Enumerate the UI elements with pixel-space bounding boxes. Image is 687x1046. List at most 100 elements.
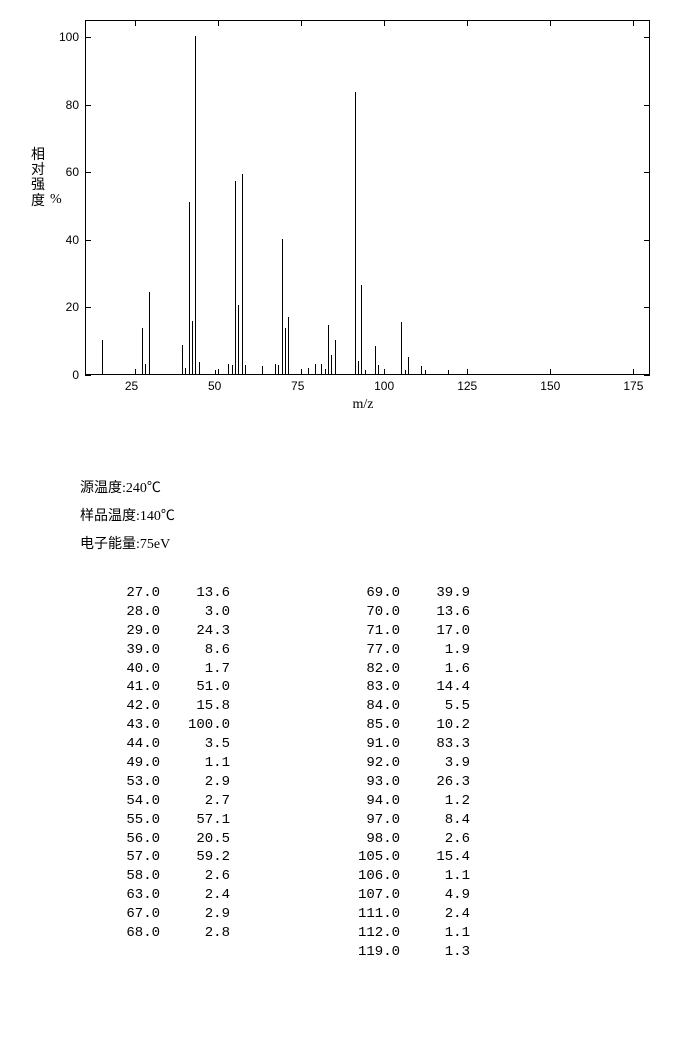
intensity-cell: 2.8 <box>160 924 230 943</box>
x-tick <box>218 20 219 26</box>
mz-cell: 40.0 <box>90 660 160 679</box>
spectrum-peak <box>358 361 359 374</box>
spectrum-peak <box>325 369 326 374</box>
table-row: 106.01.1 <box>330 867 470 886</box>
x-tick-label: 125 <box>457 379 477 393</box>
intensity-cell: 39.9 <box>400 584 470 603</box>
spectrum-peak <box>408 357 409 374</box>
intensity-cell: 1.1 <box>160 754 230 773</box>
mz-cell: 42.0 <box>90 697 160 716</box>
x-tick <box>633 20 634 26</box>
intensity-cell: 24.3 <box>160 622 230 641</box>
intensity-cell: 2.7 <box>160 792 230 811</box>
y-tick <box>644 375 650 376</box>
spectrum-peak <box>228 364 229 374</box>
intensity-cell: 2.6 <box>160 867 230 886</box>
table-row: 98.02.6 <box>330 830 470 849</box>
table-row: 39.08.6 <box>90 641 230 660</box>
table-row: 105.015.4 <box>330 848 470 867</box>
intensity-cell: 2.9 <box>160 773 230 792</box>
intensity-cell: 13.6 <box>400 603 470 622</box>
spectrum-peak <box>192 321 193 374</box>
spectrum-peak <box>232 365 233 374</box>
x-tick <box>384 369 385 375</box>
mass-spectrum-chart: 相对强度 % m/z 02040608010025507510012515017… <box>0 0 687 420</box>
x-tick <box>633 369 634 375</box>
y-tick <box>85 105 91 106</box>
table-row: 29.024.3 <box>90 622 230 641</box>
mz-cell: 41.0 <box>90 678 160 697</box>
y-tick <box>85 375 91 376</box>
intensity-cell: 3.0 <box>160 603 230 622</box>
intensity-cell: 1.6 <box>400 660 470 679</box>
spectrum-peak <box>235 181 236 374</box>
mz-cell: 68.0 <box>90 924 160 943</box>
table-row: 58.02.6 <box>90 867 230 886</box>
intensity-cell: 15.8 <box>160 697 230 716</box>
spectrum-peak <box>335 340 336 374</box>
table-row: 56.020.5 <box>90 830 230 849</box>
spectrum-peak <box>185 368 186 374</box>
mz-cell: 53.0 <box>90 773 160 792</box>
table-row: 112.01.1 <box>330 924 470 943</box>
source-temp-value: 240℃ <box>126 481 161 496</box>
x-tick-label: 175 <box>623 379 643 393</box>
mz-cell: 67.0 <box>90 905 160 924</box>
spectrum-peak <box>195 36 196 374</box>
mz-cell: 105.0 <box>330 848 400 867</box>
intensity-cell: 51.0 <box>160 678 230 697</box>
mz-cell: 83.0 <box>330 678 400 697</box>
table-row: 93.026.3 <box>330 773 470 792</box>
x-tick-label: 25 <box>125 379 138 393</box>
spectrum-peak <box>102 340 103 374</box>
spectrum-peak <box>308 368 309 374</box>
spectrum-peak <box>189 202 190 374</box>
table-column-1: 27.013.628.03.029.024.339.08.640.01.741.… <box>90 584 230 962</box>
mz-cell: 91.0 <box>330 735 400 754</box>
table-row: 42.015.8 <box>90 697 230 716</box>
table-row: 63.02.4 <box>90 886 230 905</box>
x-tick <box>550 369 551 375</box>
table-row: 67.02.9 <box>90 905 230 924</box>
y-tick-label: 40 <box>66 233 79 247</box>
electron-energy-value: 75eV <box>140 537 170 552</box>
x-tick-label: 50 <box>208 379 221 393</box>
table-row: 40.01.7 <box>90 660 230 679</box>
intensity-cell: 57.1 <box>160 811 230 830</box>
spectrum-peak <box>182 345 183 374</box>
table-row: 28.03.0 <box>90 603 230 622</box>
table-row: 27.013.6 <box>90 584 230 603</box>
y-tick-label: 20 <box>66 300 79 314</box>
intensity-cell: 1.9 <box>400 641 470 660</box>
intensity-cell: 10.2 <box>400 716 470 735</box>
table-row: 54.02.7 <box>90 792 230 811</box>
table-row: 55.057.1 <box>90 811 230 830</box>
spectrum-peak <box>242 174 243 374</box>
x-axis-label: m/z <box>353 397 374 413</box>
table-row: 83.014.4 <box>330 678 470 697</box>
spectrum-peak <box>238 305 239 374</box>
intensity-cell: 100.0 <box>160 716 230 735</box>
mz-cell: 93.0 <box>330 773 400 792</box>
spectrum-peak <box>142 328 143 374</box>
intensity-cell: 2.4 <box>160 886 230 905</box>
y-tick-label: 0 <box>72 368 79 382</box>
table-row: 119.01.3 <box>330 943 470 962</box>
intensity-cell: 13.6 <box>160 584 230 603</box>
spectrum-peak <box>282 239 283 374</box>
intensity-cell: 1.3 <box>400 943 470 962</box>
spectrum-peak <box>321 364 322 374</box>
table-row: 107.04.9 <box>330 886 470 905</box>
y-tick <box>644 172 650 173</box>
mz-cell: 97.0 <box>330 811 400 830</box>
y-tick-label: 60 <box>66 165 79 179</box>
mz-cell: 43.0 <box>90 716 160 735</box>
intensity-cell: 4.9 <box>400 886 470 905</box>
spectrum-peak <box>278 365 279 374</box>
y-axis-label-cn: 相对强度 <box>30 148 46 210</box>
x-tick <box>384 20 385 26</box>
spectrum-peak <box>145 364 146 374</box>
table-row: 41.051.0 <box>90 678 230 697</box>
mz-cell: 82.0 <box>330 660 400 679</box>
intensity-cell: 15.4 <box>400 848 470 867</box>
